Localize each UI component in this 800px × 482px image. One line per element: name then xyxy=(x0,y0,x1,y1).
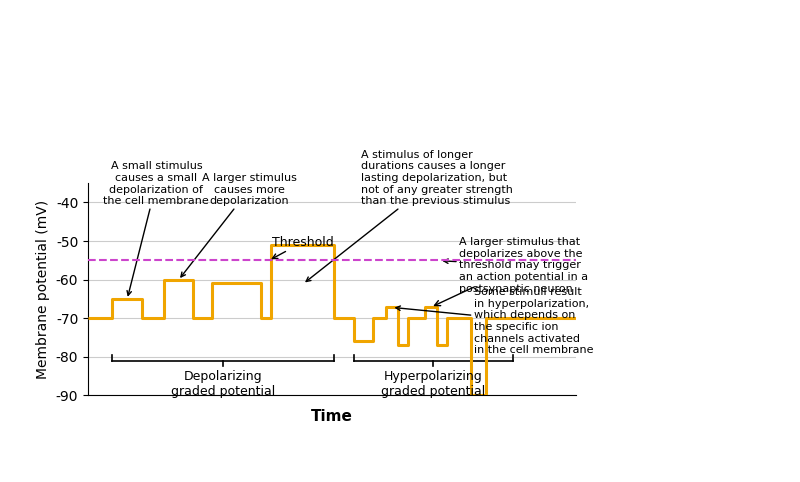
Text: A stimulus of longer
durations causes a longer
lasting depolarization, but
not o: A stimulus of longer durations causes a … xyxy=(306,150,513,281)
Text: Some stimuli result
in hyperpolarization,
which depends on
the specific ion
chan: Some stimuli result in hyperpolarization… xyxy=(396,287,593,355)
Text: A larger stimulus
causes more
depolarization: A larger stimulus causes more depolariza… xyxy=(181,173,297,277)
Text: Time: Time xyxy=(311,409,353,424)
Text: Threshold: Threshold xyxy=(272,236,334,259)
Text: Depolarizing
graded potential: Depolarizing graded potential xyxy=(171,370,275,398)
Text: Hyperpolarizing
graded potential: Hyperpolarizing graded potential xyxy=(381,370,486,398)
Text: A larger stimulus that
depolarizes above the
threshold may trigger
an action pot: A larger stimulus that depolarizes above… xyxy=(444,237,588,294)
Y-axis label: Membrane potential (mV): Membrane potential (mV) xyxy=(36,200,50,379)
Text: A small stimulus
causes a small
depolarization of
the cell membrane: A small stimulus causes a small depolari… xyxy=(103,161,209,295)
